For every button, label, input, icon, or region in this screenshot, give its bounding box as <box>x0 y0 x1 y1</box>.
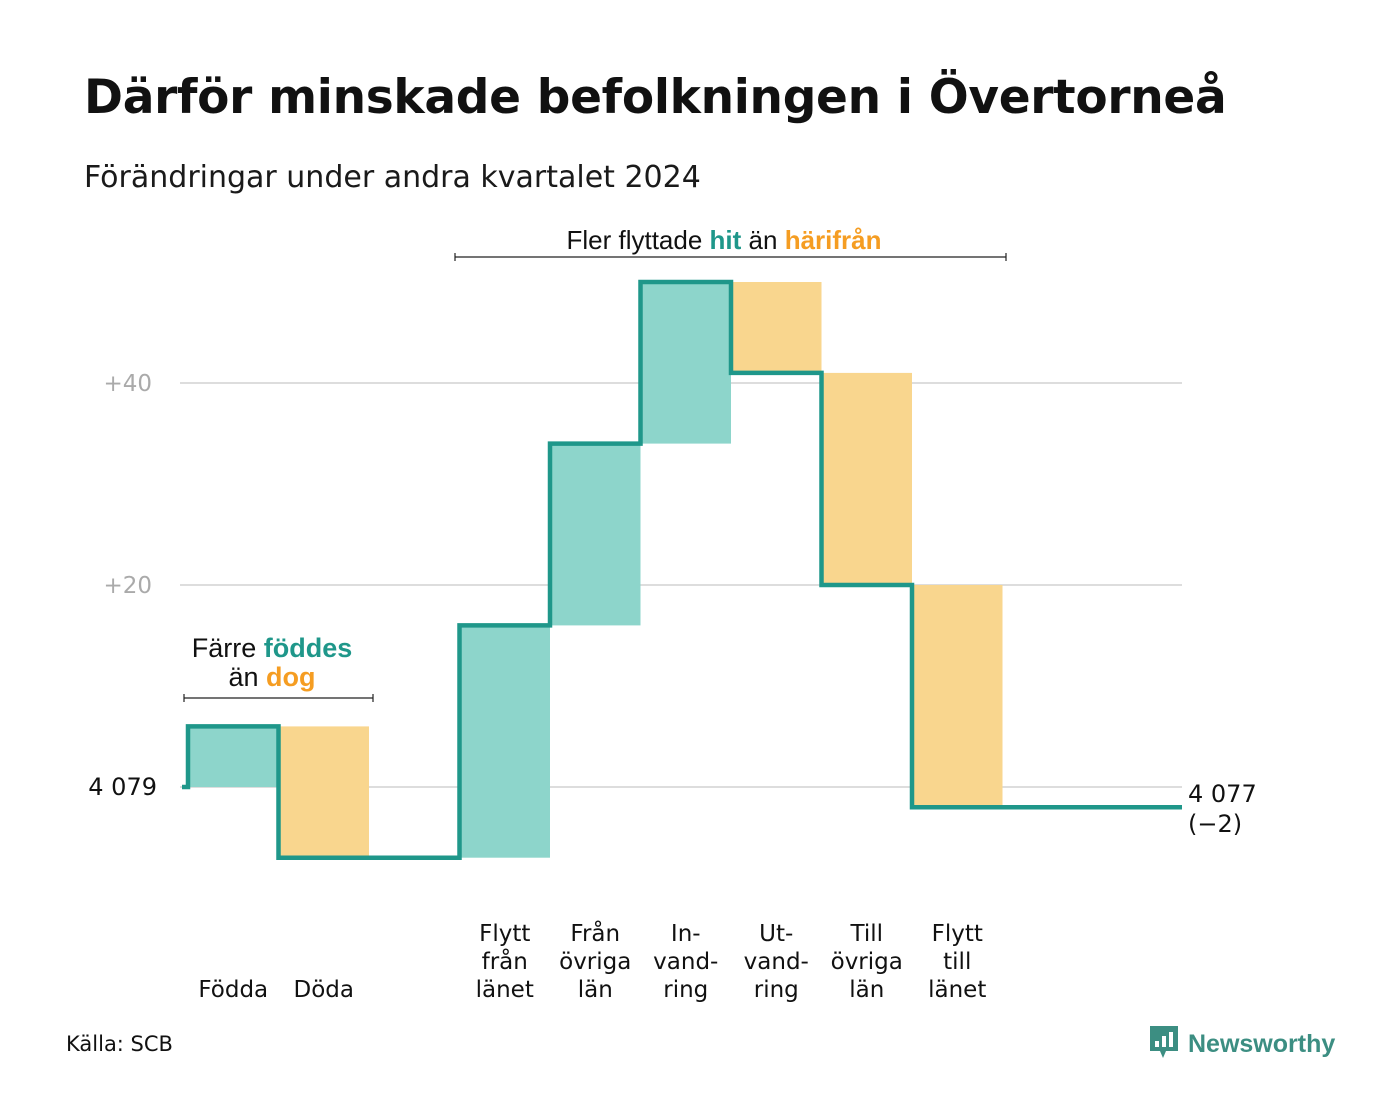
annotation-top-text-1: Fler flyttade <box>566 225 709 255</box>
brand-logo: Newsworthy <box>1148 1024 1335 1064</box>
category-label: till <box>943 949 971 975</box>
annotation-top: Fler flyttade hit än härifrån <box>566 225 881 255</box>
category-label: Flytt <box>479 921 530 947</box>
category-label: Ut- <box>759 921 793 947</box>
category-label: vand- <box>653 949 718 975</box>
category-label: från <box>482 947 528 975</box>
category-label: Födda <box>198 977 268 1003</box>
bar-flytt-till-länet <box>912 585 1003 808</box>
category-label: Döda <box>294 977 354 1003</box>
category-label: län <box>578 977 613 1003</box>
newsworthy-logo-icon <box>1148 1024 1180 1064</box>
annotation-left-foddes: föddes <box>264 633 353 663</box>
source-note: Källa: SCB <box>66 1032 173 1056</box>
bar-döda <box>278 726 369 858</box>
annotation-top-hit: hit <box>710 225 742 255</box>
final-value-label: 4 077 <box>1188 780 1257 808</box>
bar-ut--vand--ring <box>731 282 822 373</box>
annotation-left-line-1: Färre föddes <box>192 633 353 663</box>
bar-födda <box>188 726 279 787</box>
annotation-top-bracket <box>454 253 1007 261</box>
annotation-top-harifran: härifrån <box>785 225 882 255</box>
category-label: övriga <box>831 949 903 975</box>
category-label: Från <box>570 919 620 947</box>
category-label: Flytt <box>932 921 983 947</box>
chart-title: Därför minskade befolkningen i Övertorne… <box>84 70 1227 125</box>
bar-från-övriga-län <box>550 443 641 626</box>
annotation-left-text-1: Färre <box>192 633 264 663</box>
category-label: vand- <box>744 949 809 975</box>
brand-name: Newsworthy <box>1188 1029 1336 1058</box>
bar-till-övriga-län <box>821 372 912 585</box>
category-label: Till <box>849 921 883 947</box>
annotation-top-text-2: än <box>741 225 784 255</box>
annotation-left-dog: dog <box>266 662 315 692</box>
bar-flytt-från-länet <box>459 625 550 858</box>
category-label: In- <box>671 921 701 947</box>
baseline-label: 4 079 <box>88 773 157 801</box>
chart-subtitle: Förändringar under andra kvartalet 2024 <box>84 160 701 195</box>
bar-in--vand--ring <box>640 282 731 444</box>
category-label: länet <box>928 977 986 1003</box>
category-label: ring <box>754 977 799 1003</box>
annotation-left-line-2: än dog <box>228 662 315 692</box>
category-label: övriga <box>559 949 631 975</box>
y-tick-label: +20 <box>103 573 152 599</box>
category-label: län <box>849 977 884 1003</box>
category-label: ring <box>663 977 708 1003</box>
annotation-left-text-2: än <box>228 662 266 692</box>
y-tick-label: +40 <box>103 371 152 397</box>
final-change-label: (−2) <box>1188 810 1242 838</box>
cumulative-step-line <box>182 279 1182 860</box>
category-label: länet <box>476 977 534 1003</box>
annotation-left-bracket <box>183 694 374 702</box>
